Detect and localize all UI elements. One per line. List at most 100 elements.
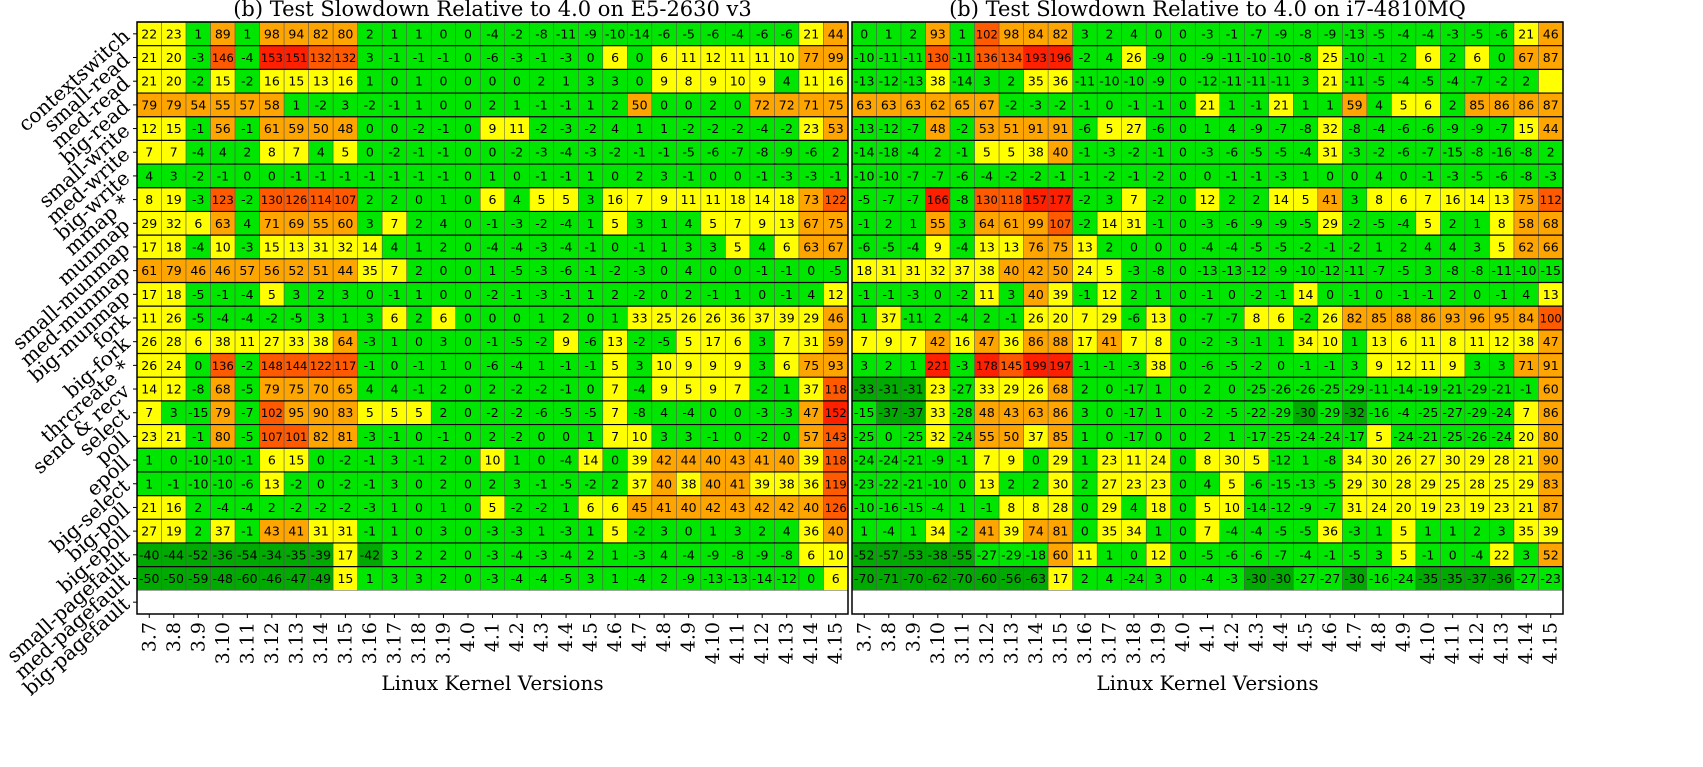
cell-value-label: 27 xyxy=(264,334,280,349)
cell-value-label: -46 xyxy=(262,571,282,586)
cell-value-label: 14 xyxy=(362,239,378,254)
cell-value-label: -70 xyxy=(952,571,972,586)
cell-value-label: 48 xyxy=(930,121,946,136)
cell-value-label: -17 xyxy=(1124,405,1144,420)
x-axis-label: Linux Kernel Versions xyxy=(1096,671,1318,695)
cell-value-label: -10 xyxy=(854,500,874,515)
cell-value-label: -7 xyxy=(883,192,895,207)
cell-value-label: -3 xyxy=(1446,168,1458,183)
cell-value-label: 13 xyxy=(1494,192,1510,207)
cell-value-label: -4 xyxy=(560,453,573,468)
cell-value-label: -30 xyxy=(1344,571,1364,586)
cell-value-label: -2 xyxy=(511,26,523,41)
cell-value-label: 25 xyxy=(656,311,672,326)
cell-value-label: 15 xyxy=(215,74,231,89)
cell-value-label: 0 xyxy=(709,405,717,420)
cell-value-label: -1 xyxy=(1373,50,1385,65)
cell-value-label: 29 xyxy=(1469,453,1485,468)
cell-value-label: 34 xyxy=(1347,453,1363,468)
cell-value-label: 5 xyxy=(611,524,619,539)
cell-value-label: 2 xyxy=(1400,239,1408,254)
cell-value-label: 32 xyxy=(337,239,353,254)
cell-value-label: -1 xyxy=(1226,26,1238,41)
cell-value-label: 30 xyxy=(1445,453,1461,468)
cell-value-label: -6 xyxy=(1495,168,1508,183)
cell-value-label: -24 xyxy=(1491,429,1511,444)
x-tick-label: 4.0 xyxy=(1172,622,1194,652)
cell-value-label: 0 xyxy=(415,192,423,207)
cell-value-label: -7 xyxy=(907,192,919,207)
cell-value-label: 91 xyxy=(1028,121,1044,136)
cell-value-label: 26 xyxy=(166,311,182,326)
cell-value-label: 3 xyxy=(439,334,447,349)
cell-value-label: -8 xyxy=(535,26,548,41)
cell-value-label: -5 xyxy=(1250,145,1262,160)
cell-value-label: -33 xyxy=(854,382,874,397)
cell-value-label: -17 xyxy=(1246,429,1266,444)
cell-value-label: 4 xyxy=(660,405,668,420)
cell-value-label: 11 xyxy=(1077,547,1093,562)
cell-value-label: 1 xyxy=(1081,429,1089,444)
cell-value-label: 2 xyxy=(1547,145,1555,160)
cell-value-label: 8 xyxy=(1204,453,1212,468)
cell-value-label: 0 xyxy=(464,121,472,136)
cell-value-label: 0 xyxy=(1179,168,1187,183)
cell-value-label: -59 xyxy=(188,571,208,586)
cell-value-label: 31 xyxy=(881,263,897,278)
cell-value-label: -4 xyxy=(1299,547,1312,562)
cell-value-label: -7 xyxy=(1275,547,1287,562)
cell-value-label: 12 xyxy=(828,287,844,302)
cell-value-label: 23 xyxy=(1126,476,1142,491)
cell-value-label: 0 xyxy=(885,429,893,444)
cell-value-label: 0 xyxy=(734,97,742,112)
cell-value-label: 0 xyxy=(243,168,251,183)
cell-value-label: -11 xyxy=(1491,263,1511,278)
cell-value-label: -2 xyxy=(1250,358,1262,373)
cell-value-label: -2 xyxy=(756,429,768,444)
heatmap-cell xyxy=(1538,69,1564,94)
cell-value-label: -6 xyxy=(241,476,254,491)
cell-value-label: -21 xyxy=(1418,429,1438,444)
cell-value-label: 1 xyxy=(611,571,619,586)
cell-value-label: 75 xyxy=(803,358,819,373)
x-tick-label: 4.0 xyxy=(457,622,479,652)
cell-value-label: 0 xyxy=(660,287,668,302)
cell-value-label: 17 xyxy=(337,547,353,562)
cell-value-label: 0 xyxy=(1105,382,1113,397)
cell-value-label: 0 xyxy=(464,74,472,89)
cell-value-label: 2 xyxy=(538,74,546,89)
cell-value-label: 50 xyxy=(1052,263,1068,278)
cell-value-label: -3 xyxy=(1128,263,1140,278)
cell-value-label: -5 xyxy=(1373,74,1385,89)
cell-value-label: -30 xyxy=(1295,405,1315,420)
cell-value-label: -2 xyxy=(1373,145,1385,160)
cell-value-label: 2 xyxy=(1449,216,1457,231)
cell-value-label: 2 xyxy=(1032,476,1040,491)
cell-value-label: 157 xyxy=(1025,193,1047,207)
cell-value-label: -50 xyxy=(139,571,159,586)
cell-value-label: 0 xyxy=(1326,168,1334,183)
cell-value-label: 0 xyxy=(1081,500,1089,515)
cell-value-label: 44 xyxy=(681,453,697,468)
cell-value-label: -1 xyxy=(192,121,204,136)
cell-value-label: 26 xyxy=(705,311,721,326)
cell-value-label: 23 xyxy=(1151,476,1167,491)
cell-value-label: 1 xyxy=(660,216,668,231)
cell-value-label: 38 xyxy=(313,334,329,349)
cell-value-label: 42 xyxy=(656,453,672,468)
cell-value-label: -4 xyxy=(1471,547,1484,562)
cell-value-label: -6 xyxy=(858,239,871,254)
cell-value-label: -1 xyxy=(1128,97,1140,112)
cell-value-label: 3 xyxy=(758,358,766,373)
cell-value-label: -9 xyxy=(1471,121,1484,136)
cell-value-label: -2 xyxy=(1299,311,1311,326)
x-tick-label: 3.12 xyxy=(976,622,998,664)
cell-value-label: 5 xyxy=(611,358,619,373)
cell-value-label: 0 xyxy=(439,26,447,41)
cell-value-label: 64 xyxy=(979,216,995,231)
cell-value-label: 1 xyxy=(1204,121,1212,136)
cell-value-label: 5 xyxy=(1498,239,1506,254)
cell-value-label: 31 xyxy=(905,263,921,278)
cell-value-label: 0 xyxy=(1081,524,1089,539)
cell-value-label: 1 xyxy=(390,500,398,515)
